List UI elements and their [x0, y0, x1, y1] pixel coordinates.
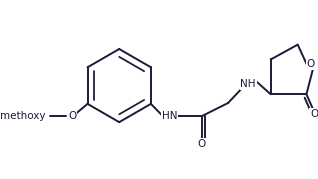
Text: O: O	[310, 109, 318, 119]
Text: NH: NH	[240, 79, 256, 89]
Text: O: O	[68, 111, 76, 121]
Text: O: O	[198, 139, 206, 149]
Text: methoxy: methoxy	[0, 178, 1, 179]
Text: HN: HN	[162, 111, 177, 121]
Text: O: O	[307, 59, 315, 69]
Text: methoxy: methoxy	[0, 111, 45, 121]
